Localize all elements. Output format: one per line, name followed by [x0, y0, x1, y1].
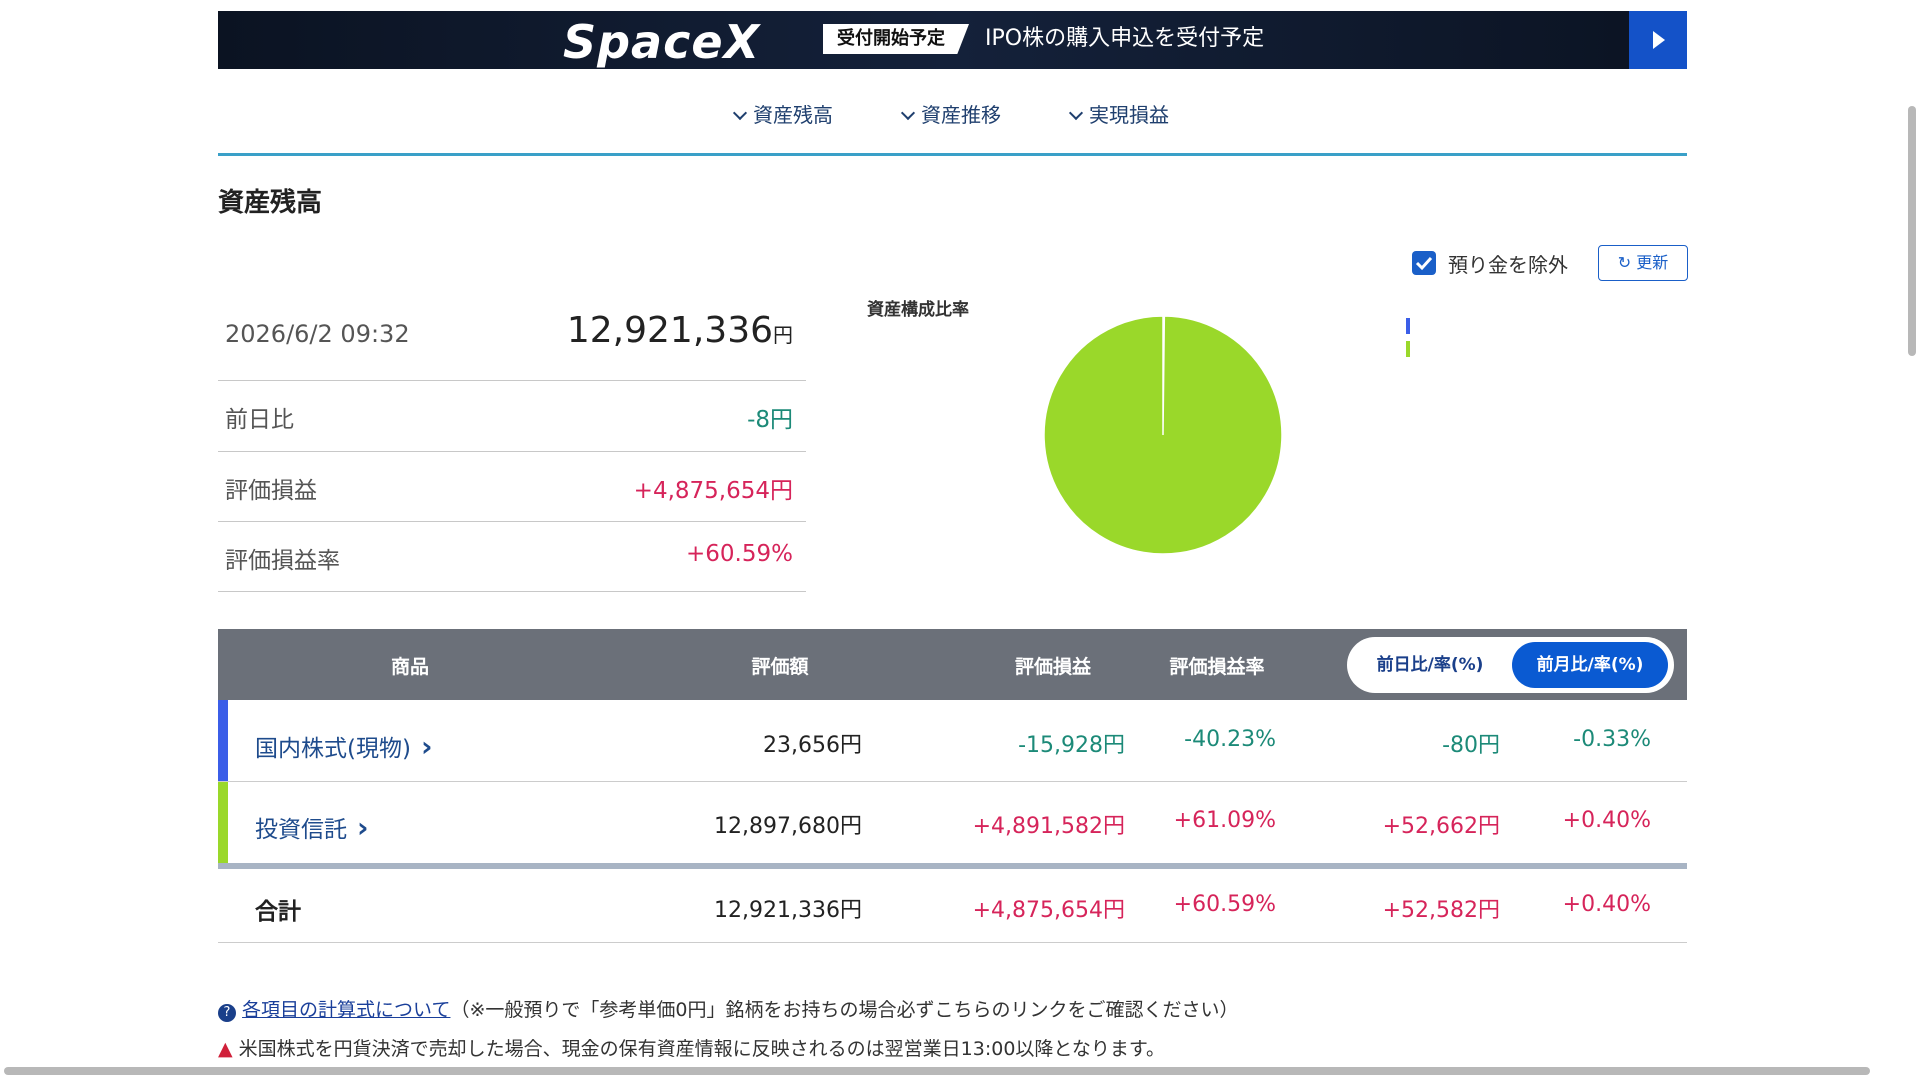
banner[interactable]: SpaceX 受付開始予定 IPO株の購入申込を受付予定: [218, 11, 1687, 69]
help-note: （※一般預りで「参考単価0円」銘柄をお持ちの場合必ずこちらのリンクをご確認くださ…: [450, 999, 1239, 1021]
table-cell: +0.40%: [1562, 891, 1651, 917]
banner-brand: SpaceX: [563, 15, 761, 69]
summary-label: 評価損益: [225, 477, 317, 504]
nav-underline: [218, 153, 1687, 156]
toggle-button[interactable]: 前月比/率(%): [1512, 642, 1668, 688]
table-cell: +4,891,582円: [972, 814, 1125, 839]
summary-line: [218, 521, 806, 522]
summary-value: -8円: [747, 407, 793, 433]
table-cell: -80円: [1442, 732, 1500, 758]
table-cell: +4,875,654円: [972, 897, 1125, 923]
chevron: ›: [357, 811, 369, 844]
summary-date: 2026/6/2 09:32: [225, 320, 410, 348]
table-cell: 12,897,680円: [714, 814, 862, 839]
banner-tag: 受付開始予定: [823, 24, 969, 54]
summary-line: [218, 380, 806, 381]
pie-slice: [1043, 315, 1283, 555]
table-cell: 23,656円: [763, 732, 862, 758]
summary-label: 評価損益率: [225, 548, 340, 574]
category-bar: [218, 781, 228, 863]
warning-icon: ▲: [218, 1038, 233, 1060]
toggle-button[interactable]: 前日比/率(%): [1376, 655, 1484, 675]
table-cell: +52,582円: [1382, 897, 1500, 923]
chart-title: 資産構成比率: [867, 299, 969, 320]
summary-value: +4,875,654円: [633, 477, 793, 504]
column-header: 評価損益率: [1169, 656, 1265, 678]
summary-label: 前日比: [225, 407, 294, 433]
table-cell: -15,928円: [1018, 732, 1125, 758]
chevron: ›: [420, 729, 433, 763]
v-scrollbar[interactable]: [1908, 106, 1916, 356]
total-unit: 円: [773, 323, 793, 347]
note-line: ? 各項目の計算式について（※一般預りで「参考単価0円」銘柄をお持ちの場合必ずこ…: [218, 995, 1239, 1022]
pie-chart: 資産構成比率 国内株式(現物)投資信託: [867, 299, 1410, 555]
nav-link[interactable]: 資産推移: [901, 99, 1001, 128]
h-scrollbar[interactable]: [4, 1067, 1870, 1075]
warning-text: 米国株式を円貨決済で売却した場合、現金の保有資産情報に反映されるのは翌営業日13…: [238, 1038, 1165, 1060]
row-line: [218, 781, 1687, 782]
arrow-icon: [1653, 31, 1665, 49]
checkbox-label[interactable]: 預り金を除外: [1448, 253, 1568, 277]
column-header: 商品: [390, 656, 429, 678]
total-separator: [218, 863, 1687, 869]
table-cell: +52,662円: [1382, 814, 1500, 839]
table-cell: 12,921,336円: [714, 897, 862, 923]
check-icon: [1415, 256, 1433, 271]
table-cell: +61.09%: [1173, 808, 1276, 833]
table-cell: -40.23%: [1184, 726, 1276, 752]
summary-value: +60.59%: [686, 541, 793, 567]
category-bar: [218, 700, 228, 781]
column-header: 評価額: [751, 656, 809, 678]
nav-link[interactable]: 実現損益: [1069, 99, 1169, 128]
help-icon: ?: [218, 1004, 236, 1022]
help-link[interactable]: 各項目の計算式について: [242, 999, 451, 1021]
nav-link[interactable]: 資産残高: [733, 99, 833, 128]
banner-text: IPO株の購入申込を受付予定: [985, 26, 1265, 51]
summary-total: 12,921,336円: [567, 310, 793, 351]
legend-swatch: [1406, 318, 1410, 334]
row-line: [218, 942, 1687, 943]
refresh-label: 更新: [1636, 253, 1669, 272]
table-cell: -0.33%: [1573, 726, 1651, 752]
product-link[interactable]: 国内株式(現物) ›: [255, 729, 433, 763]
section-title: 資産残高: [218, 188, 323, 218]
table-cell: +60.59%: [1173, 891, 1276, 917]
total-value: 12,921,336: [566, 310, 773, 351]
warning-line: ▲ 米国株式を円貨決済で売却した場合、現金の保有資産情報に反映されるのは翌営業日…: [218, 1034, 1165, 1061]
table-cell: +0.40%: [1562, 808, 1651, 833]
refresh-button[interactable]: ↻ 更新: [1598, 245, 1688, 281]
column-header: 評価損益: [1014, 656, 1091, 678]
legend-swatch: [1406, 341, 1410, 357]
banner-arrow[interactable]: [1629, 11, 1687, 69]
summary-line: [218, 451, 806, 452]
checkbox[interactable]: [1412, 251, 1436, 275]
total-label: 合計: [255, 898, 301, 925]
product-link[interactable]: 投資信託 ›: [255, 811, 369, 844]
summary-line: [218, 591, 806, 592]
